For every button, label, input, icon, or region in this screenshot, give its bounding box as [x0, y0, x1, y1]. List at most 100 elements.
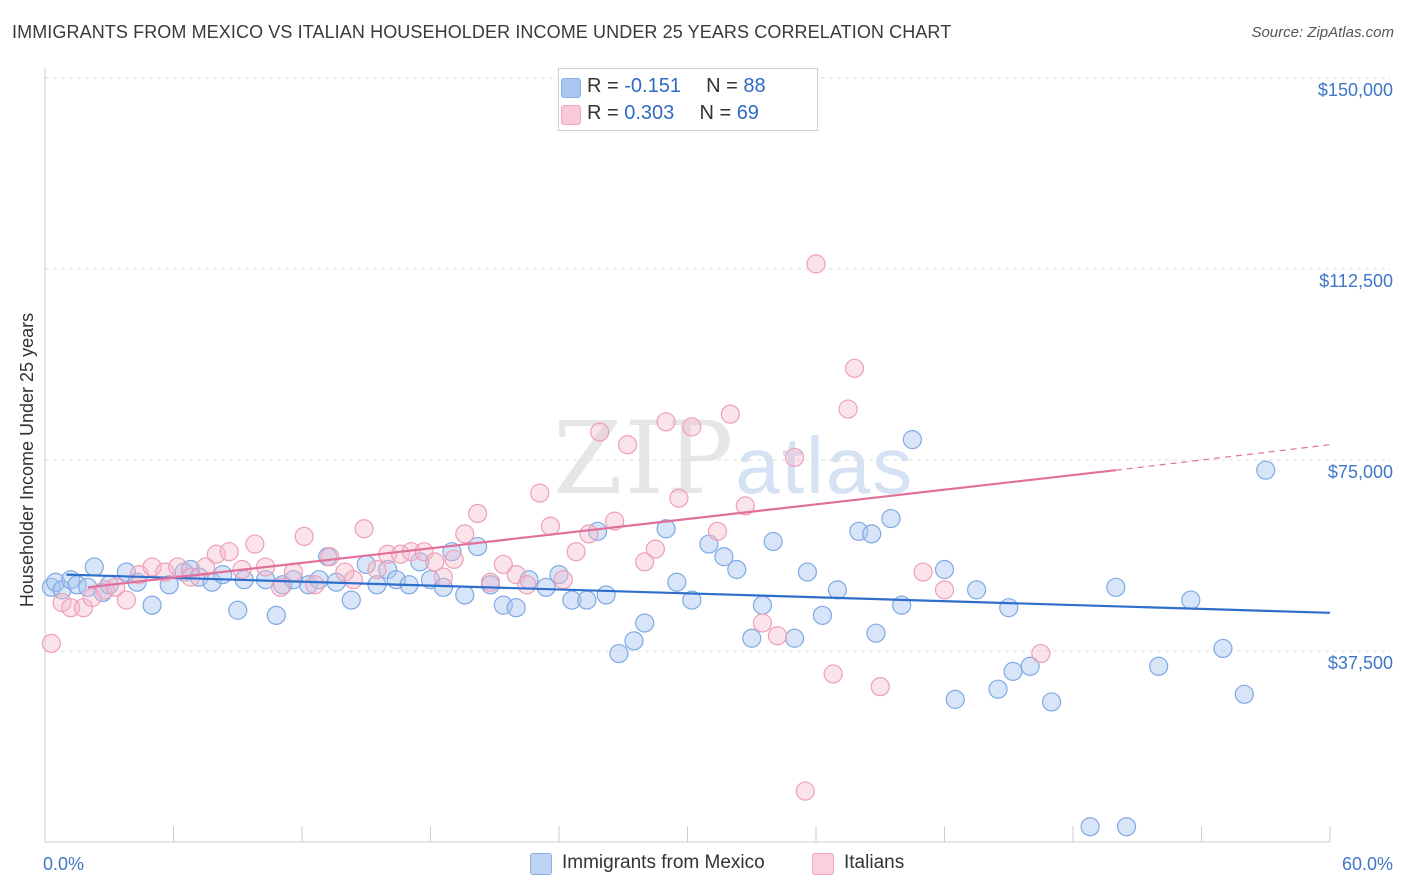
point-italians — [540, 516, 561, 536]
point-italians — [41, 633, 62, 653]
point-italians — [245, 534, 265, 554]
point-italians — [444, 549, 464, 569]
y-tick-label: $75,000 — [1328, 462, 1393, 482]
point-mexico — [742, 628, 762, 648]
legend-swatch-italians — [561, 105, 581, 125]
trend-line-italians — [87, 469, 1116, 589]
point-italians — [707, 521, 728, 541]
point-mexico — [945, 689, 965, 709]
point-italians — [767, 626, 788, 646]
point-italians — [838, 399, 858, 419]
point-mexico — [881, 508, 901, 529]
x-tick-label: 60.0% — [1342, 854, 1393, 874]
watermark-atlas: atlas — [735, 421, 915, 510]
y-tick-label: $112,500 — [1319, 271, 1393, 291]
point-italians — [823, 664, 843, 684]
point-mexico — [562, 590, 582, 610]
point-mexico — [763, 531, 783, 552]
point-italians — [870, 677, 890, 697]
point-italians — [270, 577, 291, 597]
point-mexico — [784, 628, 805, 648]
point-italians — [590, 422, 610, 442]
point-mexico — [999, 598, 1019, 618]
point-italians — [795, 781, 815, 801]
chart-title: IMMIGRANTS FROM MEXICO VS ITALIAN HOUSEH… — [12, 22, 952, 42]
point-italians — [142, 557, 162, 577]
point-mexico — [902, 430, 922, 450]
legend-n-label: N = — [699, 102, 737, 124]
series-label-mexico: Immigrants from Mexico — [562, 852, 765, 873]
x-tick-label: 0.0% — [43, 854, 84, 874]
point-mexico — [142, 595, 162, 615]
legend-n-value-mexico: 88 — [743, 75, 766, 97]
point-italians — [605, 511, 625, 531]
trend-line-mexico — [66, 573, 1331, 614]
legend-swatch-mexico — [561, 78, 581, 98]
series-legend-item-italians: Italians — [812, 852, 904, 875]
point-mexico — [1080, 817, 1100, 837]
correlation-legend: R = -0.151 N = 88 R = 0.303 N = 69 — [558, 68, 818, 131]
point-italians — [468, 503, 488, 524]
point-mexico — [624, 631, 644, 651]
point-italians — [305, 575, 325, 595]
point-mexico — [1213, 638, 1233, 659]
point-mexico — [455, 585, 475, 605]
legend-row-mexico: R = -0.151 N = 88 — [561, 75, 766, 98]
point-mexico — [609, 643, 629, 664]
point-italians — [1031, 643, 1051, 664]
point-italians — [530, 483, 550, 503]
point-mexico — [752, 595, 773, 615]
point-italians — [354, 519, 374, 539]
point-italians — [913, 562, 933, 582]
point-mexico — [1149, 656, 1169, 676]
point-mexico — [93, 582, 113, 603]
point-mexico — [1256, 460, 1276, 480]
point-italians — [283, 562, 304, 582]
point-italians — [517, 575, 537, 595]
point-mexico — [635, 613, 655, 633]
point-mexico — [1020, 656, 1040, 676]
point-mexico — [727, 559, 747, 580]
legend-r-label: R = — [587, 75, 625, 97]
point-italians — [720, 404, 740, 424]
legend-r-value-italians: 0.303 — [624, 102, 675, 124]
point-italians — [645, 539, 665, 559]
point-italians — [367, 559, 387, 580]
point-italians — [294, 526, 314, 547]
point-italians — [806, 254, 826, 274]
point-mexico — [46, 572, 66, 592]
point-mexico — [596, 585, 616, 605]
point-italians — [682, 417, 702, 437]
legend-n-value-italians: 69 — [736, 102, 759, 124]
point-italians — [168, 557, 188, 577]
point-mexico — [827, 580, 848, 600]
point-mexico — [797, 562, 818, 582]
point-italians — [343, 570, 363, 590]
point-italians — [844, 358, 865, 378]
point-mexico — [866, 623, 886, 643]
point-mexico — [84, 557, 104, 577]
point-mexico — [862, 524, 882, 544]
y-tick-label: $150,000 — [1318, 80, 1393, 100]
watermark-zip: ZIP — [553, 400, 736, 517]
point-italians — [579, 524, 599, 544]
point-italians — [320, 547, 340, 567]
point-italians — [735, 496, 755, 516]
point-italians — [493, 554, 513, 575]
point-italians — [934, 580, 955, 600]
point-mexico — [812, 605, 833, 625]
point-italians — [669, 488, 689, 508]
point-italians — [553, 570, 573, 590]
point-italians — [425, 552, 445, 572]
point-italians — [433, 567, 453, 587]
point-mexico — [266, 605, 286, 625]
legend-row-italians: R = 0.303 N = 69 — [561, 102, 759, 125]
point-italians — [566, 542, 586, 562]
point-italians — [219, 542, 239, 562]
y-tick-label: $37,500 — [1328, 653, 1393, 673]
point-italians — [116, 590, 136, 610]
point-mexico — [1234, 684, 1254, 704]
point-mexico — [714, 547, 734, 567]
point-mexico — [536, 577, 556, 597]
